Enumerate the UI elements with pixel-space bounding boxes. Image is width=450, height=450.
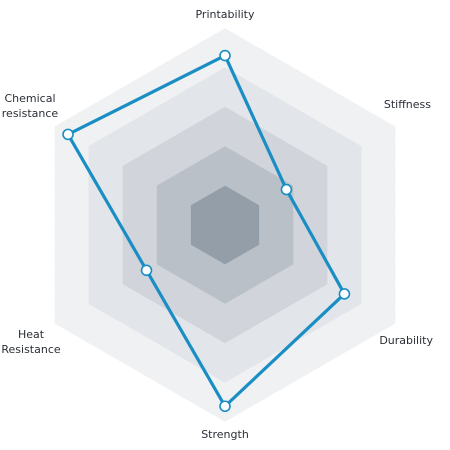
axis-label-durability: Durability: [379, 334, 433, 347]
radar-grid: [53, 27, 397, 423]
data-point-printability: [219, 49, 231, 62]
data-point-durability: [338, 288, 351, 300]
data-point-strength: [219, 400, 231, 413]
data-point-stiffness: [280, 183, 293, 196]
data-point-heat-resistance: [140, 264, 153, 277]
axis-labels: Printability Stiffness Durability Strength H…: [1, 8, 433, 441]
axis-label-heat-resistance: Heat Resistance: [1, 328, 61, 356]
grid-ring-1: [190, 185, 260, 265]
axis-label-printability: Printability: [195, 8, 255, 21]
series-layer: [62, 49, 351, 413]
data-point-chemical-resistance: [62, 128, 74, 141]
axis-label-stiffness: Stiffness: [384, 98, 431, 111]
axis-label-chemical-resistance: Chemical resistance: [2, 92, 59, 120]
axis-label-strength: Strength: [201, 428, 249, 441]
